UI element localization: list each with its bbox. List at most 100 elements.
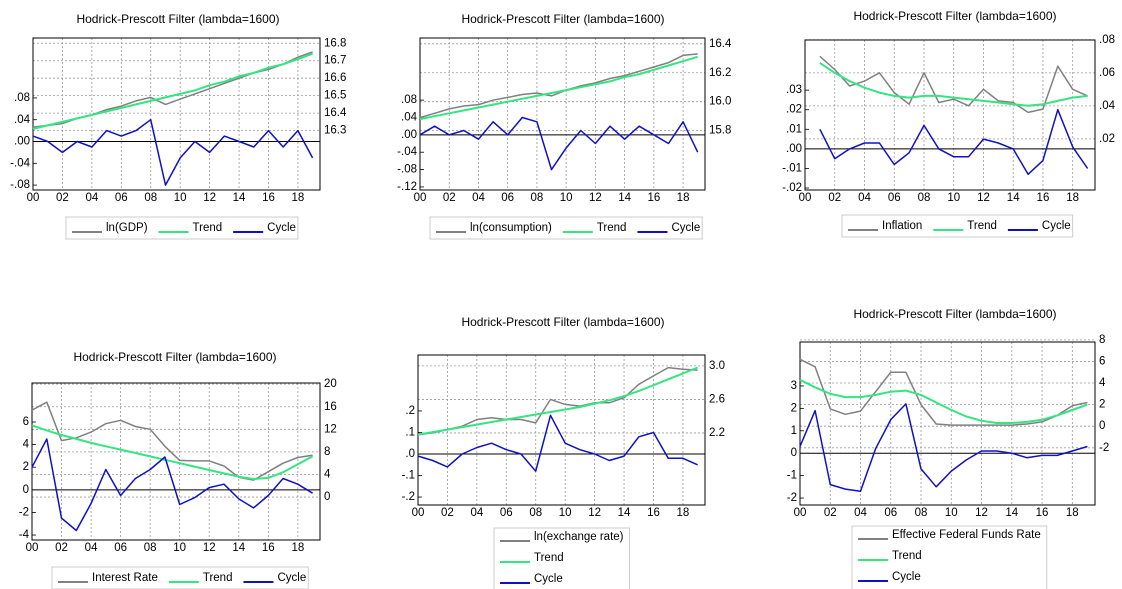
y2-tick-label: 12 xyxy=(324,423,337,435)
y-tick-label: -.12 xyxy=(397,181,417,193)
x-tick-label: 06 xyxy=(501,192,514,204)
plot-frame xyxy=(32,37,321,191)
x-tick-label: 16 xyxy=(647,192,660,204)
y-tick-label: 1 xyxy=(791,425,797,437)
y2-tick-label: 16.3 xyxy=(324,125,346,137)
chart-title: Hodrick-Prescott Filter (lambda=1600) xyxy=(853,307,1056,321)
y2-tick-label: 15.8 xyxy=(709,125,731,137)
x-tick-label: 18 xyxy=(677,192,690,204)
chart-title: Hodrick-Prescott Filter (lambda=1600) xyxy=(73,350,276,364)
y-tick-label: -2 xyxy=(19,506,29,518)
y-tick-label: 6 xyxy=(23,416,29,428)
legend-label: Cycle xyxy=(892,571,921,583)
x-tick-label: 14 xyxy=(233,192,246,204)
legend-label: Trend xyxy=(534,552,564,564)
x-tick-label: 06 xyxy=(115,192,128,204)
y2-tick-label: 2 xyxy=(1099,399,1105,411)
x-tick-label: 16 xyxy=(647,507,660,519)
legend-label: Trend xyxy=(967,220,997,232)
x-tick-label: 04 xyxy=(472,192,485,204)
chart-title: Hodrick-Prescott Filter (lambda=1600) xyxy=(853,9,1056,23)
y2-tick-label: 8 xyxy=(1099,334,1105,346)
x-tick-label: 08 xyxy=(531,192,544,204)
x-tick-label: 14 xyxy=(618,507,631,519)
x-tick-label: 06 xyxy=(500,507,513,519)
x-tick-label: 18 xyxy=(1066,507,1079,519)
legend-label: Interest Rate xyxy=(92,572,158,584)
plot-frame xyxy=(804,39,1096,191)
x-tick-label: 16 xyxy=(1036,507,1049,519)
y2-tick-label: .04 xyxy=(1099,100,1116,112)
y2-tick-label: 4 xyxy=(1099,377,1106,389)
y2-tick-label: 16.6 xyxy=(324,72,346,84)
y-tick-label: .2 xyxy=(405,405,415,417)
legend-box xyxy=(51,566,309,589)
x-tick-label: 16 xyxy=(262,542,275,554)
x-tick-label: 16 xyxy=(262,192,275,204)
y-tick-label: -.1 xyxy=(402,470,415,482)
y2-tick-label: 2.6 xyxy=(709,393,725,405)
x-tick-label: 12 xyxy=(975,507,988,519)
x-tick-label: 14 xyxy=(232,542,245,554)
x-tick-label: 08 xyxy=(915,507,928,519)
x-tick-label: 02 xyxy=(56,192,69,204)
x-tick-label: 08 xyxy=(144,542,157,554)
plot-frame xyxy=(419,37,706,191)
legend-label: ln(exchange rate) xyxy=(534,531,624,543)
y2-tick-label: 0 xyxy=(1099,420,1105,432)
legend-label: Inflation xyxy=(882,220,922,232)
series-line xyxy=(799,358,1088,426)
y2-tick-label: 16.0 xyxy=(709,96,731,108)
y-tick-label: 0 xyxy=(23,484,29,496)
series-line xyxy=(819,108,1089,176)
x-tick-label: 02 xyxy=(55,542,68,554)
series-line xyxy=(819,62,1088,107)
series-line xyxy=(819,55,1088,114)
y-tick-label: .02 xyxy=(786,104,802,116)
x-tick-label: 00 xyxy=(26,542,39,554)
y-tick-label: .03 xyxy=(786,84,802,96)
x-tick-label: 06 xyxy=(888,192,901,204)
x-tick-label: 00 xyxy=(27,192,40,204)
legend-label: Effective Federal Funds Rate xyxy=(892,529,1041,541)
legend-label: Trend xyxy=(203,572,233,584)
y-tick-label: 4 xyxy=(23,439,30,451)
x-tick-label: 00 xyxy=(794,507,807,519)
chart-title: Hodrick-Prescott Filter (lambda=1600) xyxy=(461,12,664,26)
legend-label: Trend xyxy=(193,222,223,234)
x-tick-label: 00 xyxy=(412,507,425,519)
legend-box xyxy=(841,214,1074,238)
series-line xyxy=(31,424,314,480)
y2-tick-label: 4 xyxy=(324,469,331,481)
y2-tick-label: 16 xyxy=(324,401,337,413)
y-tick-label: .08 xyxy=(14,92,30,104)
y-tick-label: -1 xyxy=(787,470,797,482)
x-tick-label: 08 xyxy=(144,192,157,204)
y-tick-label: -.01 xyxy=(782,162,802,174)
series-line xyxy=(32,118,314,186)
y2-tick-label: .02 xyxy=(1099,133,1115,145)
y-tick-label: .0 xyxy=(405,448,415,460)
legend-label: Cycle xyxy=(671,222,700,234)
y2-tick-label: .06 xyxy=(1099,67,1115,79)
legend-label: Cycle xyxy=(534,573,563,585)
x-tick-label: 06 xyxy=(884,507,897,519)
y-tick-label: .00 xyxy=(401,129,417,141)
x-tick-label: 12 xyxy=(977,192,990,204)
series-line xyxy=(419,55,698,121)
y-tick-label: -.04 xyxy=(10,157,30,169)
y2-tick-label: 8 xyxy=(324,446,330,458)
plot-frame xyxy=(31,382,321,541)
x-tick-label: 10 xyxy=(560,192,573,204)
y-tick-label: .1 xyxy=(405,427,415,439)
legend-box xyxy=(429,216,703,240)
series-line xyxy=(31,401,313,481)
x-tick-label: 12 xyxy=(203,192,216,204)
y-tick-label: 2 xyxy=(23,461,29,473)
x-tick-label: 10 xyxy=(947,192,960,204)
x-tick-label: 18 xyxy=(292,192,305,204)
x-tick-label: 12 xyxy=(588,507,601,519)
x-tick-label: 14 xyxy=(1005,507,1018,519)
